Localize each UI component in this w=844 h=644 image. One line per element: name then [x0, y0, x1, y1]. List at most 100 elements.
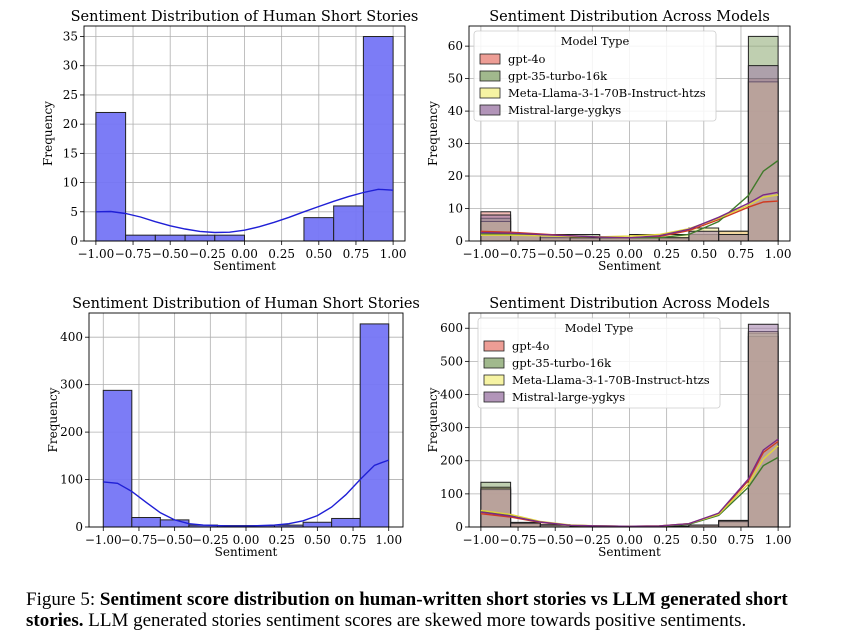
chart-br: −1.00 −0.75 −0.50 −0.25 0.00 0.25 0.50 0.75 1.00…	[426, 296, 791, 559]
y-tick-label: 400	[60, 330, 83, 344]
histogram-bar	[747, 323, 779, 528]
y-tick-label: 0	[455, 520, 463, 534]
y-tick-label: 5	[70, 205, 78, 219]
legend-swatch	[479, 53, 501, 65]
x-tick-label: −0.25	[574, 247, 611, 261]
caption-label: Figure 5:	[26, 589, 96, 610]
histogram-bar	[159, 519, 190, 528]
y-axis-label: Frequency	[41, 101, 55, 166]
legend-label: gpt-4o	[512, 339, 550, 353]
y-tick-label: 500	[440, 354, 463, 368]
chart-tl: −1.00 −0.75 −0.50 −0.25 0.00 0.25 0.50 0.75 1.00…	[41, 9, 418, 273]
x-tick-label: 0.00	[616, 533, 643, 547]
y-tick-label: 10	[63, 176, 78, 190]
legend-box	[473, 30, 717, 122]
y-tick-label: 60	[448, 39, 463, 53]
histogram-bar	[718, 234, 749, 242]
legend-title: Model Type	[561, 34, 630, 48]
legend-swatch	[483, 374, 505, 386]
x-tick-label: 0.75	[340, 533, 367, 547]
x-tick-label: 1.00	[765, 533, 792, 547]
chart-tr: −1.00 −0.75 −0.50 −0.25 0.00 0.25 0.50 0.75 1.00…	[426, 9, 791, 273]
x-axis-label: Sentiment	[598, 545, 661, 559]
x-tick-label: 0.75	[728, 533, 755, 547]
histogram-bar	[569, 237, 601, 242]
x-tick-label: −0.50	[537, 533, 574, 547]
legend-swatch	[483, 357, 505, 369]
x-tick-label: −1.00	[77, 247, 114, 261]
legend-title: Model Type	[565, 321, 634, 335]
histogram-bar	[747, 65, 779, 242]
kde-line	[480, 194, 779, 238]
chart-bl: −1.00−0.75−0.50−0.25 0.00 0.25 0.50 0.75 1.00…	[46, 296, 420, 559]
y-tick-label: 0	[70, 234, 78, 248]
y-tick-label: 300	[440, 421, 463, 435]
chart-title: Sentiment Distribution Across Models	[489, 9, 770, 25]
x-tick-label: 0.50	[305, 247, 332, 261]
x-tick-label: 0.25	[653, 533, 680, 547]
x-tick-label: −0.50	[537, 247, 574, 261]
histogram-bar	[184, 234, 216, 242]
legend-label: Mistral-large-ygkys	[508, 103, 621, 117]
y-tick-label: 100	[60, 473, 83, 487]
y-tick-label: 10	[448, 202, 463, 216]
chart-title: Sentiment Distribution Across Models	[489, 296, 770, 312]
y-tick-label: 50	[448, 72, 463, 86]
x-tick-label: −0.75	[500, 533, 537, 547]
y-tick-label: 300	[60, 378, 83, 392]
histogram-bar	[480, 214, 512, 242]
legend-label: Meta-Llama-3-1-70B-Instruct-htzs	[508, 86, 706, 100]
x-tick-label: 0.00	[231, 247, 258, 261]
legend-swatch	[479, 104, 501, 116]
y-tick-label: 40	[448, 104, 463, 118]
x-tick-label: −0.25	[189, 247, 226, 261]
y-tick-label: 200	[440, 454, 463, 468]
legend-swatch	[483, 391, 505, 403]
y-tick-label: 200	[60, 425, 83, 439]
histogram-bar	[480, 488, 512, 528]
y-tick-label: 35	[63, 30, 78, 44]
histogram-bar	[658, 237, 690, 242]
y-axis-label: Frequency	[46, 387, 60, 452]
legend: Model Type gpt-4o gpt-35-turbo-16k Meta-Lla…	[473, 30, 717, 122]
x-axis-label: Sentiment	[598, 259, 661, 273]
histogram-bar	[125, 234, 156, 242]
x-tick-label: −1.00	[462, 533, 499, 547]
histogram-bar	[718, 520, 749, 528]
x-tick-label: 0.00	[233, 533, 260, 547]
x-tick-label: 0.25	[268, 533, 295, 547]
legend-swatch	[479, 70, 501, 82]
x-tick-label: −1.00	[462, 247, 499, 261]
x-tick-label: 0.50	[304, 533, 331, 547]
histogram-bar	[333, 205, 364, 242]
y-tick-label: 20	[63, 117, 78, 131]
x-tick-label: −1.00	[85, 533, 122, 547]
caption-bold: Sentiment score distribution on human-wr…	[26, 589, 788, 631]
y-tick-label: 30	[63, 59, 78, 73]
legend-box	[477, 317, 721, 409]
x-tick-label: 0.00	[616, 247, 643, 261]
x-tick-label: 0.75	[343, 247, 370, 261]
x-tick-label: −0.50	[156, 533, 193, 547]
legend-label: gpt-35-turbo-16k	[512, 356, 612, 370]
kde-line	[95, 188, 394, 234]
x-tick-label: 1.00	[380, 247, 407, 261]
x-axis-label: Sentiment	[213, 259, 276, 273]
figure-caption: Figure 5: Sentiment score distribution o…	[26, 589, 826, 631]
x-tick-label: 0.50	[690, 247, 717, 261]
y-tick-label: 0	[75, 520, 83, 534]
histogram-bar	[510, 522, 541, 528]
x-tick-label: 0.25	[268, 247, 295, 261]
y-tick-label: 600	[440, 321, 463, 335]
legend-swatch	[479, 87, 501, 99]
histogram-bar	[362, 36, 394, 242]
x-tick-label: −0.75	[500, 247, 537, 261]
histogram-bar	[302, 521, 333, 528]
x-tick-label: 0.25	[653, 247, 680, 261]
legend: Model Type gpt-4o gpt-35-turbo-16k Meta-Lla…	[477, 317, 721, 409]
legend-label: Meta-Llama-3-1-70B-Instruct-htzs	[512, 373, 710, 387]
x-tick-label: 0.50	[690, 533, 717, 547]
y-tick-label: 30	[448, 137, 463, 151]
histogram-bar	[303, 217, 335, 242]
caption-rest: LLM generated stories sentiment scores a…	[88, 610, 747, 631]
